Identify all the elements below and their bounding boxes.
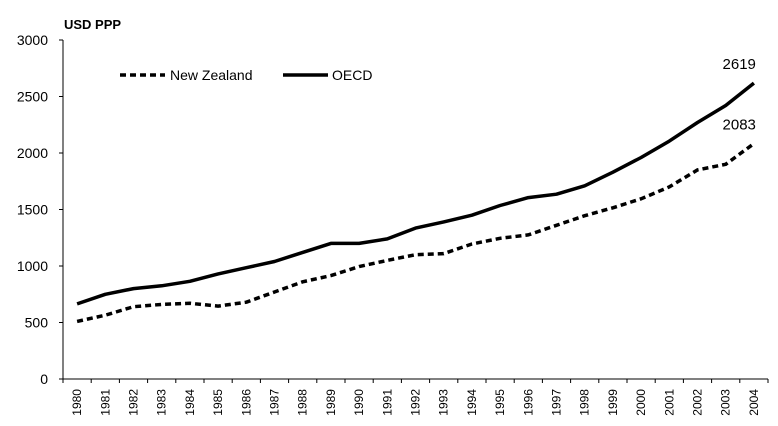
x-tick-label: 1988 [296, 389, 310, 416]
x-tick-label: 2002 [691, 389, 705, 416]
x-tick-label: 1996 [521, 389, 535, 416]
x-tick-label: 1995 [493, 389, 507, 416]
x-tick-label: 1984 [183, 389, 197, 416]
y-tick-label: 2000 [17, 145, 48, 161]
x-tick-label: 2001 [662, 389, 676, 416]
data-labels: 2619 2083 [723, 56, 756, 134]
y-tick-label: 1000 [17, 258, 48, 274]
y-axis: 0 500 1000 1500 2000 2500 3000 [17, 32, 64, 387]
data-label: 2083 [723, 117, 756, 134]
x-tick-label: 1990 [352, 389, 366, 416]
x-axis: 1980 1981 1982 1983 1984 1985 1986 1987 1988 1989… [62, 378, 769, 416]
x-tick-label: 1980 [70, 389, 84, 416]
y-tick-label: 2500 [17, 89, 48, 105]
x-tick-label: 2000 [634, 389, 648, 416]
series-line-oecd [76, 81, 755, 306]
x-tick-label: 1992 [409, 389, 423, 416]
unit-label: USD PPP [64, 17, 121, 32]
legend-label-oecd: OECD [332, 67, 372, 83]
y-tick-label: 3000 [17, 32, 48, 48]
series-lines [76, 81, 755, 324]
x-tick-label: 1983 [155, 389, 169, 416]
x-tick-label: 2003 [719, 389, 733, 416]
x-tick-label: 1981 [98, 389, 112, 416]
x-tick-label: 1991 [380, 389, 394, 416]
x-tick-label: 1986 [239, 389, 253, 416]
y-tick-label: 0 [40, 371, 48, 387]
legend-label-new-zealand: New Zealand [170, 67, 253, 83]
y-tick-label: 500 [25, 315, 49, 331]
x-tick-label: 1987 [268, 389, 282, 416]
x-tick-label: 1998 [578, 389, 592, 416]
data-label: 2619 [723, 56, 756, 73]
x-tick-label: 1985 [211, 389, 225, 416]
x-tick-label: 1982 [127, 389, 141, 416]
x-tick-label: 2004 [747, 389, 761, 416]
y-tick-label: 1500 [17, 202, 48, 218]
series-line-new-zealand [76, 142, 755, 324]
x-tick-label: 1989 [324, 389, 338, 416]
x-tick-label: 1997 [550, 389, 564, 416]
legend: New Zealand OECD [120, 67, 372, 83]
x-tick-label: 1993 [437, 389, 451, 416]
x-tick-label: 1994 [465, 389, 479, 416]
x-tick-label: 1999 [606, 389, 620, 416]
